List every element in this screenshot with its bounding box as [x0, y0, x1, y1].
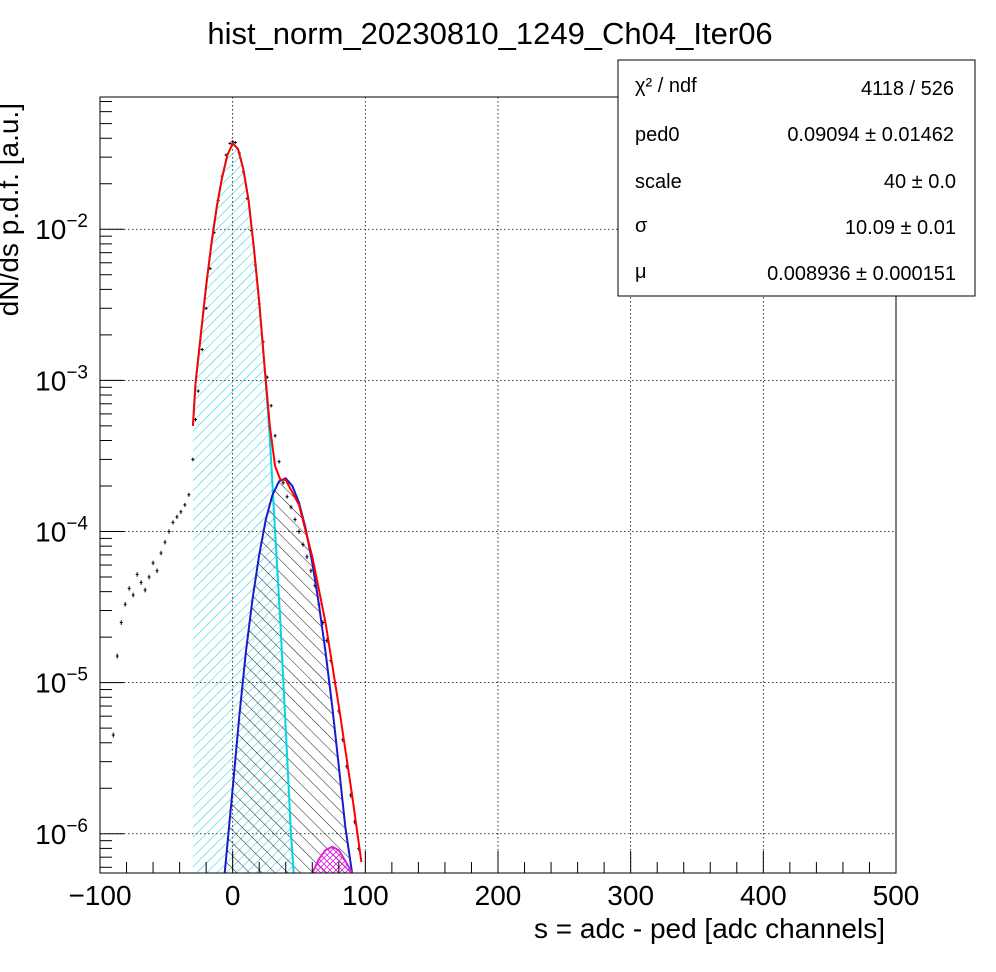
y-tick-label: 10−4 [35, 514, 88, 548]
stats-value-mu: 0.008936 ± 0.000151 [767, 263, 956, 285]
stats-label-ped0: ped0 [635, 124, 680, 146]
two-pe-fit-curve [311, 845, 353, 873]
y-tick-label: 10−6 [35, 816, 88, 850]
x-tick-label: 0 [225, 880, 241, 911]
stats-value-chi2: 4118 / 526 [861, 78, 954, 100]
stats-label-scale: scale [635, 171, 682, 193]
y-tick-label: 10−3 [35, 362, 88, 396]
component-fills [192, 143, 353, 873]
stats-value-scale: 40 ± 0.0 [884, 171, 956, 193]
stats-label-sigma: σ [635, 215, 648, 237]
x-tick-label: 400 [740, 880, 787, 911]
stats-box-frame [617, 59, 976, 297]
y-axis-label: dN/ds p.d.f. [a.u.] [0, 103, 24, 316]
stats-label-chi2: χ² / ndf [635, 75, 697, 97]
x-tick-label: 300 [607, 880, 654, 911]
fit-curves [191, 142, 363, 873]
x-tick-label: 500 [873, 880, 920, 911]
x-tick-label: 200 [475, 880, 522, 911]
y-tick-label: 10−5 [35, 665, 88, 699]
stats-box: χ² / ndf 4118 / 526 ped0 0.09094 ± 0.014… [617, 59, 976, 297]
x-axis-label: s = adc - ped [adc channels] [534, 913, 885, 944]
total-fit-curve [191, 142, 363, 863]
stats-value-ped0: 0.09094 ± 0.01462 [787, 124, 954, 146]
one-pe-fit-curve [223, 477, 354, 873]
x-axis: −100 0 100 200 300 400 500 [68, 851, 919, 911]
chart-title: hist_norm_20230810_1249_Ch04_Iter06 [207, 16, 772, 51]
y-tick-label: 10−2 [35, 211, 88, 245]
x-tick-label: 100 [342, 880, 389, 911]
two-pe-hatch-area [312, 846, 353, 873]
stats-value-sigma: 10.09 ± 0.01 [845, 217, 956, 239]
x-tick-label: −100 [68, 880, 131, 911]
y-axis: 10−6 10−5 10−4 10−3 10−2 [35, 101, 124, 868]
stats-label-mu: μ [635, 261, 647, 283]
